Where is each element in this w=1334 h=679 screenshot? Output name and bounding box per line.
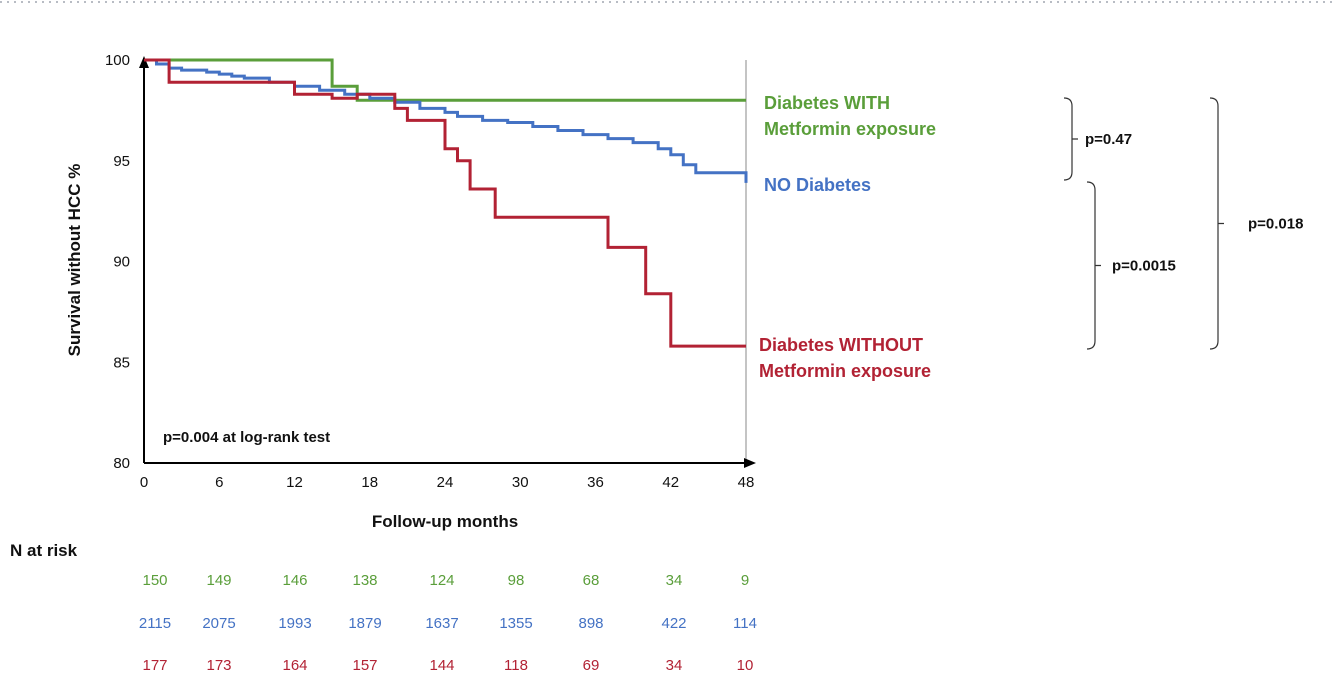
risk-table-cell: 34 [666,572,683,589]
series-label-1: Metformin exposure [764,119,936,139]
x-tick-label: 18 [361,474,378,491]
risk-table-cell: 1993 [278,615,311,632]
comparison-pvalue-3: p=0.018 [1248,216,1303,233]
y-tick-label: 90 [113,254,130,271]
risk-table-cell: 68 [583,572,600,589]
risk-table-title: N at risk [10,541,78,560]
risk-table-cell: 1879 [348,615,381,632]
comparison-bracket-3 [1209,97,1224,350]
series-label-2: NO Diabetes [764,175,871,195]
x-tick-label: 24 [437,474,454,491]
x-tick-label: 30 [512,474,529,491]
x-tick-label: 0 [140,474,148,491]
x-tick-label: 12 [286,474,303,491]
logrank-annotation: p=0.004 at log-rank test [163,429,330,446]
y-axis-title: Survival without HCC % [65,164,84,357]
risk-table-cell: 1637 [425,615,458,632]
series-labels: Diabetes WITH Metformin exposure NO Diabet… [759,93,936,381]
risk-table-cell: 98 [508,572,525,589]
y-tick-label: 100 [105,52,130,69]
series-label-3: Metformin exposure [759,361,931,381]
comparison-bracket-1 [1063,97,1078,181]
comparison-brackets: p=0.47 p=0.0015 p=0.018 [1063,97,1303,350]
risk-table-cell: 144 [429,657,454,674]
risk-table-cell: 69 [583,657,600,674]
risk-table-cell: 164 [282,657,307,674]
series-label-1: Diabetes WITH [764,93,890,113]
y-axis-ticks: 80 85 90 95 100 [105,52,130,472]
x-tick-label: 42 [662,474,679,491]
risk-table-cell: 1355 [499,615,532,632]
y-tick-label: 85 [113,354,130,371]
risk-table-cell: 2115 [139,615,171,632]
series-line-3 [144,58,746,348]
y-tick-label: 95 [113,153,130,170]
risk-table-cell: 173 [206,657,231,674]
x-tick-label: 48 [738,474,755,491]
risk-table-cell: 149 [206,572,231,589]
risk-table-cell: 138 [352,572,377,589]
risk-table-cell: 898 [578,615,603,632]
risk-table-cell: 422 [661,615,686,632]
x-tick-label: 6 [215,474,223,491]
y-axis-arrowhead [139,56,149,68]
risk-table: 150 149 146 138 124 98 68 34 9 2115 2075 1993 1879 16… [139,572,757,674]
y-tick-label: 80 [113,455,130,472]
risk-table-cell: 146 [282,572,307,589]
comparison-pvalue-2: p=0.0015 [1112,258,1176,275]
risk-table-cell: 114 [733,615,757,632]
risk-table-cell: 157 [352,657,377,674]
x-axis-arrowhead [744,458,756,468]
risk-table-cell: 118 [504,657,528,674]
risk-table-cell: 2075 [202,615,235,632]
risk-table-cell: 177 [142,657,167,674]
x-tick-label: 36 [587,474,604,491]
comparison-bracket-2 [1086,181,1101,350]
risk-table-cell: 150 [142,572,167,589]
risk-table-cell: 10 [737,657,754,674]
series-label-3: Diabetes WITHOUT [759,335,923,355]
x-axis-ticks: 0 6 12 18 24 30 36 42 48 [140,474,755,491]
x-axis-title: Follow-up months [372,512,518,531]
series-line-1 [144,58,746,102]
risk-table-cell: 9 [741,572,749,589]
risk-table-cell: 124 [429,572,454,589]
risk-table-cell: 34 [666,657,683,674]
series-lines [144,58,748,348]
series-line-2 [144,58,748,183]
comparison-pvalue-1: p=0.47 [1085,131,1132,148]
